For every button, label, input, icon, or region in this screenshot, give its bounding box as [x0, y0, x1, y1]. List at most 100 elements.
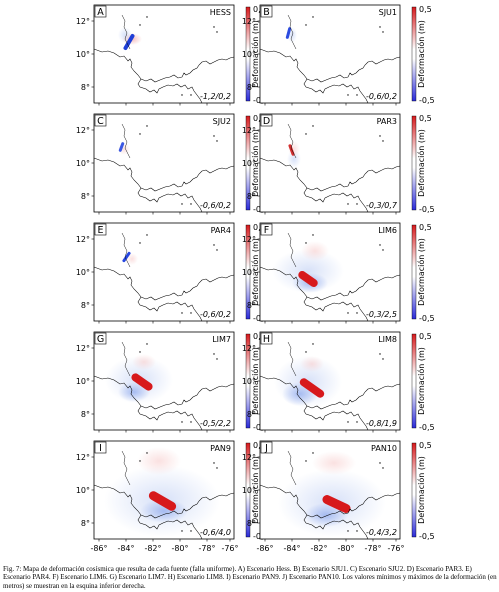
- deformation-range: -0,4/3,2: [366, 528, 397, 537]
- colorbar-min: -0,5: [419, 205, 435, 214]
- colorbar-D: 0,5 -0,5 Deformación (m): [411, 114, 435, 214]
- island: [146, 125, 148, 127]
- island: [305, 242, 307, 244]
- panel-letter-box: [94, 441, 107, 454]
- coastline-south: [137, 78, 203, 104]
- panel-letter: H: [263, 334, 270, 345]
- lat-tick-label: 8°: [247, 519, 256, 528]
- coastline-north: [287, 341, 297, 377]
- colorbar-max: 0,5: [419, 332, 432, 341]
- colorbar-gradient: [245, 442, 251, 538]
- colorbar-max: 0,5: [419, 441, 432, 450]
- island: [312, 234, 314, 236]
- deformation-range: -0,6/0,2: [366, 92, 397, 101]
- figure-caption: Fig. 7: Mapa de deformación cosísmica qu…: [3, 565, 497, 590]
- deformation-field: [287, 141, 301, 168]
- panel-letter: A: [97, 7, 104, 18]
- lon-tick-label: -86°: [256, 544, 273, 553]
- island: [312, 16, 314, 18]
- panel-letter: J: [264, 443, 268, 454]
- lat-tick-label: 8°: [81, 301, 90, 310]
- panel-letter-box: [94, 114, 107, 127]
- panel-letter-box: [260, 441, 273, 454]
- island: [356, 312, 358, 314]
- lat-tick-label: 10°: [242, 159, 256, 168]
- lon-tick-label: -80°: [337, 544, 354, 553]
- deformation-field: [118, 27, 142, 51]
- deformation-lobe: [132, 354, 156, 370]
- deformation-field: [274, 356, 342, 408]
- scenario-name: PAR4: [211, 226, 231, 235]
- lat-tick-label: 8°: [81, 192, 90, 201]
- deformation-range: -0,6/4,0: [200, 528, 231, 537]
- island: [347, 312, 349, 314]
- island: [181, 421, 183, 423]
- lat-tick-label: 10°: [76, 377, 90, 386]
- island: [312, 343, 314, 345]
- lat-tick-label: 10°: [242, 377, 256, 386]
- map-panel-A: A HESS -1,2/0,2 12° 10° 8°: [76, 4, 235, 106]
- map-frame: [93, 113, 235, 213]
- lat-tick-label: 8°: [81, 519, 90, 528]
- island: [356, 421, 358, 423]
- lon-tick-label: -82°: [310, 544, 327, 553]
- colorbar-max: 0,5: [253, 332, 266, 341]
- coastline: [93, 157, 235, 192]
- deformation-field: [122, 251, 138, 265]
- coastline: [93, 484, 235, 519]
- island: [356, 203, 358, 205]
- fault-rupture: [131, 373, 153, 391]
- lon-tick-label: -84°: [283, 544, 300, 553]
- lat-tick-label: 8°: [81, 83, 90, 92]
- lat-tick-label: 12°: [242, 453, 256, 462]
- island: [347, 94, 349, 96]
- panel-letter: C: [97, 116, 104, 127]
- island: [305, 133, 307, 135]
- deformation-lobe: [312, 451, 356, 475]
- island: [382, 140, 384, 142]
- deformation-field: [278, 451, 386, 537]
- coastline-south: [137, 405, 203, 431]
- island: [146, 343, 148, 345]
- colorbar-gradient: [245, 6, 251, 102]
- colorbar-max: 0,5: [253, 114, 266, 123]
- colorbar-gradient: [411, 442, 417, 538]
- map-panel-H: H LIM8 -0,8/1,9 12° 10° 8°: [242, 331, 401, 433]
- colorbar-gradient: [411, 6, 417, 102]
- colorbar-H: 0,5 -0,5 Deformación (m): [411, 332, 435, 432]
- island: [213, 26, 215, 28]
- island: [305, 24, 307, 26]
- coastline: [259, 266, 401, 301]
- panel-letter-box: [94, 332, 107, 345]
- island: [379, 462, 381, 464]
- scenario-name: LIM8: [378, 335, 397, 344]
- coastline: [259, 157, 401, 192]
- map-panel-F: F LIM6 -0,3/2,5 12° 10° 8°: [242, 222, 401, 324]
- colorbar-label: Deformación (m): [250, 129, 260, 197]
- map-panel-E: E PAR4 -0,6/0,2 12° 10° 8°: [76, 222, 235, 324]
- colorbar-max: 0,5: [419, 5, 432, 14]
- panel-letter-box: [260, 5, 273, 18]
- colorbar-B: 0,5 -0,5 Deformación (m): [411, 5, 435, 105]
- island: [139, 24, 141, 26]
- lon-tick-label: -86°: [90, 544, 107, 553]
- colorbar-gradient: [245, 333, 251, 429]
- island: [216, 467, 218, 469]
- island: [379, 26, 381, 28]
- colorbar-label: Deformación (m): [416, 456, 426, 524]
- map-frame: [93, 222, 235, 322]
- fault-rupture: [122, 251, 131, 263]
- scenario-name: PAN9: [210, 444, 231, 453]
- island: [382, 31, 384, 33]
- coastline-south: [137, 296, 203, 322]
- colorbar-label: Deformación (m): [416, 20, 426, 88]
- colorbar-min: -0,5: [419, 423, 435, 432]
- panel-letter-box: [260, 114, 273, 127]
- island: [146, 234, 148, 236]
- deformation-field: [272, 241, 344, 293]
- fault-rupture: [299, 378, 325, 398]
- scenario-name: HESS: [210, 8, 231, 17]
- map-panel-G: G LIM7 -0,5/2,2 12° 10° 8°: [76, 331, 235, 433]
- fault-rupture: [322, 495, 351, 513]
- deformation-range: -0,6/0,2: [200, 201, 231, 210]
